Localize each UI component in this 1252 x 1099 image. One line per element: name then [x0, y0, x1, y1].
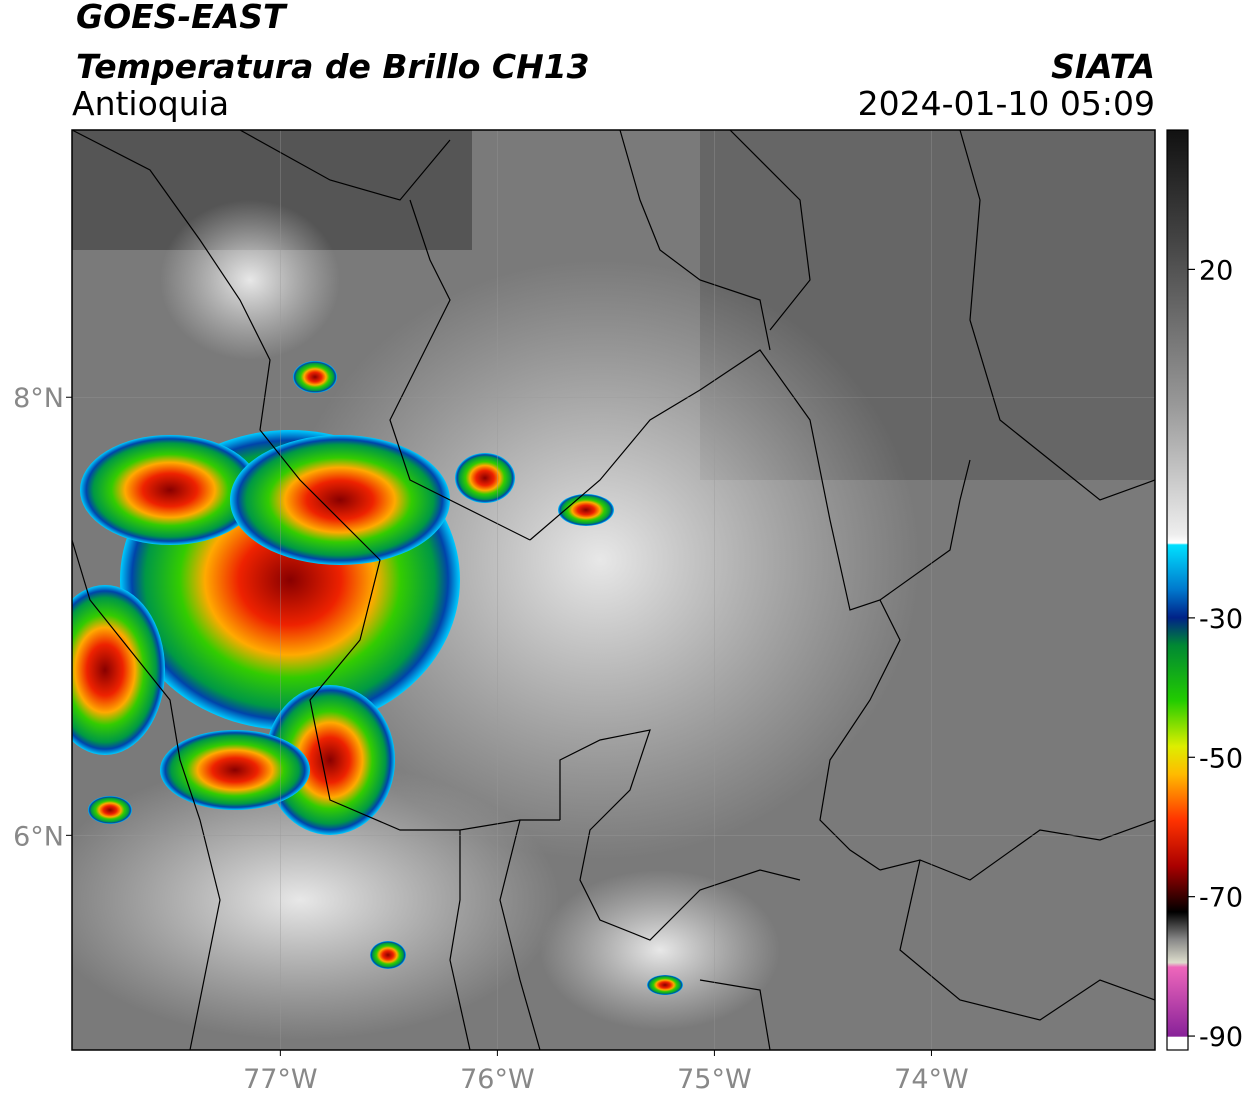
lat-tick-label: 6°N — [13, 821, 64, 852]
colorbar — [1166, 129, 1189, 1051]
lon-tick-label: 74°W — [894, 1064, 969, 1095]
colorbar-tick-label: -90 — [1199, 1022, 1243, 1053]
lon-tick-label: 77°W — [243, 1064, 318, 1095]
subtitle: Temperatura de Brillo CH13 — [76, 47, 590, 86]
lat-tick-label: 8°N — [13, 383, 64, 414]
region: Antioquia — [72, 84, 229, 123]
graticule — [72, 130, 1155, 1050]
title: GOES-EAST — [76, 0, 288, 36]
map-image — [72, 130, 1155, 1050]
colorbar-tick-label: -30 — [1199, 604, 1243, 635]
map-frame — [71, 129, 1156, 1051]
colorbar-tick-label: -50 — [1199, 743, 1243, 774]
timestamp: 2024-01-10 05:09 — [858, 84, 1155, 123]
colorbar-tick-label: -70 — [1199, 883, 1243, 914]
source: SIATA — [1051, 47, 1155, 86]
lon-tick-label: 76°W — [460, 1064, 535, 1095]
lon-tick-label: 75°W — [677, 1064, 752, 1095]
colorbar-tick-label: 20 — [1199, 255, 1233, 286]
